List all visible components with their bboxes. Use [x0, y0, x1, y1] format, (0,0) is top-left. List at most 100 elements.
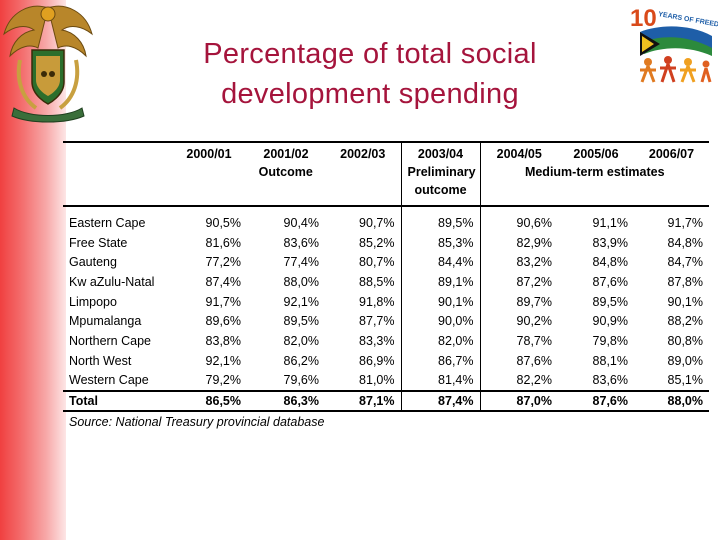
- percentage-cell: 90,4%: [283, 215, 319, 230]
- percentage-cell: 82,2%: [479, 370, 558, 392]
- table-row: Western Cape 79,2% 79,6% 81,0% 81,4% 82,2% 83,…: [63, 370, 709, 392]
- province-name: Gauteng: [69, 255, 117, 270]
- percentage-cell: 89,5%: [283, 314, 319, 329]
- page-title: Percentage of total social development s…: [120, 34, 620, 114]
- percentage-cell: 77,2%: [205, 255, 241, 270]
- table-row: Northern Cape 83,8% 82,0% 83,3% 82,0% 78,7% 79…: [63, 331, 709, 351]
- header-row-sub: outcome: [63, 183, 709, 207]
- year-header: 2006/07: [634, 141, 709, 165]
- source-row: Source: National Treasury provincial dat…: [63, 411, 709, 432]
- percentage-cell: 85,3%: [400, 232, 480, 253]
- percentage-cell: 83,8%: [205, 333, 241, 348]
- province-name: Eastern Cape: [69, 215, 146, 230]
- percentage-cell: 78,7%: [479, 331, 558, 351]
- percentage-cell: 83,3%: [359, 333, 395, 348]
- province-name: North West: [69, 353, 132, 368]
- percentage-cell: 86,7%: [400, 350, 480, 371]
- percentage-cell: 79,2%: [205, 373, 241, 388]
- preliminary-header: Preliminary: [400, 165, 480, 183]
- percentage-cell: 86,2%: [283, 353, 319, 368]
- percentage-cell: 87,7%: [359, 314, 395, 329]
- percentage-cell: 83,6%: [283, 235, 319, 250]
- percentage-cell: 90,1%: [667, 294, 703, 309]
- percentage-cell: 89,7%: [479, 291, 558, 312]
- percentage-cell: 92,1%: [283, 294, 319, 309]
- percentage-cell: 87,4%: [205, 274, 241, 289]
- percentage-cell: 80,7%: [359, 255, 395, 270]
- year-header: 2005/06: [558, 141, 634, 165]
- percentage-cell: 80,8%: [667, 333, 703, 348]
- table-row: Limpopo 91,7% 92,1% 91,8% 90,1% 89,7% 89,5% 90,…: [63, 291, 709, 312]
- year-header: 2002/03: [325, 141, 401, 165]
- percentage-cell: 90,6%: [479, 213, 558, 233]
- percentage-cell: 87,2%: [479, 272, 558, 292]
- table-row: Free State 81,6% 83,6% 85,2% 85,3% 82,9% 83,9%…: [63, 232, 709, 253]
- percentage-cell: 77,4%: [283, 255, 319, 270]
- total-value: 87,1%: [325, 390, 401, 413]
- province-name: Kw aZulu-Natal: [69, 274, 155, 289]
- percentage-cell: 92,1%: [205, 353, 241, 368]
- percentage-cell: 91,8%: [359, 294, 395, 309]
- total-value: 86,3%: [247, 390, 325, 413]
- percentage-cell: 89,6%: [205, 314, 241, 329]
- medium-term-header: Medium-term estimates: [479, 165, 709, 183]
- percentage-cell: 83,2%: [479, 252, 558, 273]
- percentage-cell: 88,1%: [592, 353, 628, 368]
- year-header: 2000/01: [171, 141, 247, 165]
- percentage-cell: 83,6%: [592, 373, 628, 388]
- percentage-cell: 82,0%: [400, 331, 480, 351]
- percentage-cell: 91,7%: [667, 215, 703, 230]
- percentage-cell: 84,8%: [667, 235, 703, 250]
- outcome-header: Outcome: [258, 165, 313, 179]
- total-value: 86,5%: [171, 390, 247, 413]
- percentage-cell: 83,9%: [592, 235, 628, 250]
- province-name: Limpopo: [69, 294, 117, 309]
- province-name: Western Cape: [69, 373, 149, 388]
- province-name: Free State: [69, 235, 128, 250]
- table-row: Mpumalanga 89,6% 89,5% 87,7% 90,0% 90,2% 90,9%…: [63, 311, 709, 332]
- percentage-cell: 89,5%: [400, 213, 480, 233]
- percentage-cell: 90,0%: [400, 311, 480, 332]
- percentage-cell: 88,5%: [359, 274, 395, 289]
- percentage-cell: 89,0%: [667, 353, 703, 368]
- header-row-years: 2000/01 2001/02 2002/03 2003/04 2004/05 …: [63, 141, 709, 165]
- percentage-cell: 79,8%: [592, 333, 628, 348]
- total-value: 87,6%: [558, 390, 634, 413]
- percentage-cell: 90,1%: [400, 291, 480, 312]
- percentage-cell: 81,4%: [400, 370, 480, 392]
- header-row-groups: Outcome Preliminary Medium-term estimate…: [63, 165, 709, 183]
- percentage-cell: 84,8%: [592, 255, 628, 270]
- percentage-cell: 81,6%: [205, 235, 241, 250]
- table-row: Eastern Cape 90,5% 90,4% 90,7% 89,5% 90,6% 91,…: [63, 213, 709, 233]
- percentage-cell: 84,7%: [667, 255, 703, 270]
- svg-text:10: 10: [630, 5, 657, 32]
- percentage-cell: 81,0%: [359, 373, 395, 388]
- year-header: 2001/02: [247, 141, 325, 165]
- percentage-cell: 86,9%: [359, 353, 395, 368]
- total-value: 87,0%: [479, 390, 558, 413]
- total-label: Total: [63, 390, 171, 413]
- title-line-2: development spending: [221, 78, 519, 110]
- percentage-cell: 85,1%: [667, 373, 703, 388]
- percentage-cell: 89,5%: [592, 294, 628, 309]
- percentage-cell: 87,6%: [479, 350, 558, 371]
- percentage-cell: 90,7%: [359, 215, 395, 230]
- percentage-cell: 89,1%: [400, 272, 480, 292]
- percentage-cell: 88,2%: [667, 314, 703, 329]
- spending-table: 2000/01 2001/02 2002/03 2003/04 2004/05 …: [63, 141, 709, 432]
- ten-years-of-freedom-logo: 10 YEARS OF FREEDOM: [630, 5, 718, 83]
- percentage-cell: 90,5%: [205, 215, 241, 230]
- percentage-cell: 87,8%: [667, 274, 703, 289]
- table-row: Gauteng 77,2% 77,4% 80,7% 84,4% 83,2% 84,8% 84,…: [63, 252, 709, 273]
- percentage-cell: 87,6%: [592, 274, 628, 289]
- total-value: 87,4%: [400, 390, 480, 413]
- percentage-cell: 82,9%: [479, 232, 558, 253]
- total-row: Total 86,5% 86,3% 87,1% 87,4% 87,0% 87,6…: [63, 390, 709, 413]
- total-value: 88,0%: [634, 390, 709, 413]
- source-note: Source: National Treasury provincial dat…: [69, 415, 325, 430]
- preliminary-subheader: outcome: [400, 183, 480, 207]
- percentage-cell: 90,9%: [592, 314, 628, 329]
- table-body: Eastern Cape 90,5% 90,4% 90,7% 89,5% 90,6% 91,…: [63, 213, 709, 392]
- percentage-cell: 85,2%: [359, 235, 395, 250]
- year-header: 2004/05: [479, 141, 558, 165]
